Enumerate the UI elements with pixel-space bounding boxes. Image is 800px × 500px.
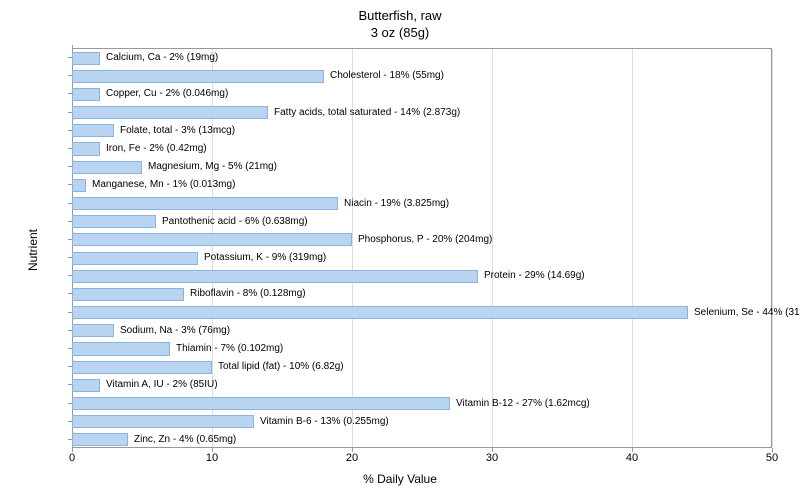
x-tick-label: 20 [346,452,358,464]
bar [72,288,184,301]
bar-label: Vitamin A, IU - 2% (85IU) [106,380,218,390]
nutrient-chart: Butterfish, raw 3 oz (85g) Nutrient Calc… [0,0,800,500]
bar-label: Iron, Fe - 2% (0.42mg) [106,144,207,154]
y-tick [68,439,72,440]
bar [72,52,100,65]
bar [72,70,324,83]
x-tick-label: 50 [766,452,778,464]
bar-label: Sodium, Na - 3% (76mg) [120,326,230,336]
title-line-1: Butterfish, raw [358,8,441,23]
chart-title: Butterfish, raw 3 oz (85g) [0,8,800,42]
bar [72,179,86,192]
x-tick-label: 10 [206,452,218,464]
bar-label: Selenium, Se - 44% (31.0mcg) [694,308,800,318]
bar-label: Potassium, K - 9% (319mg) [204,253,326,263]
grid-line [772,49,773,447]
bar-label: Vitamin B-12 - 27% (1.62mcg) [456,399,590,409]
bar [72,379,100,392]
y-tick [68,330,72,331]
y-tick [68,93,72,94]
y-tick [68,275,72,276]
bar-label: Calcium, Ca - 2% (19mg) [106,53,218,63]
y-tick [68,112,72,113]
bar-label: Cholesterol - 18% (55mg) [330,71,444,81]
y-tick [68,148,72,149]
bar-label: Protein - 29% (14.69g) [484,271,585,281]
y-tick [68,384,72,385]
bar [72,342,170,355]
bar-label: Riboflavin - 8% (0.128mg) [190,289,306,299]
title-line-2: 3 oz (85g) [371,25,430,40]
y-axis-title: Nutrient [26,229,40,271]
y-tick [68,312,72,313]
plot-area: Calcium, Ca - 2% (19mg) Cholesterol - 18%… [72,48,772,448]
bar-label: Phosphorus, P - 20% (204mg) [358,235,492,245]
y-tick [68,366,72,367]
x-tick-label: 0 [69,452,75,464]
y-tick [68,293,72,294]
x-tick-label: 30 [486,452,498,464]
bar-label: Thiamin - 7% (0.102mg) [176,344,283,354]
bar [72,106,268,119]
bar [72,124,114,137]
y-tick [68,166,72,167]
bar [72,233,352,246]
bar [72,161,142,174]
x-tick-label: 40 [626,452,638,464]
x-axis-title: % Daily Value [0,472,800,486]
bar [72,433,128,446]
bar-label: Manganese, Mn - 1% (0.013mg) [92,180,235,190]
y-tick [68,57,72,58]
y-tick [68,348,72,349]
y-tick [68,75,72,76]
y-tick [68,221,72,222]
bar-label: Zinc, Zn - 4% (0.65mg) [134,435,236,445]
bar-label: Total lipid (fat) - 10% (6.82g) [218,362,344,372]
bar [72,197,338,210]
grid-line [632,49,633,447]
y-tick [68,403,72,404]
bar [72,415,254,428]
grid-line [492,49,493,447]
bar [72,142,100,155]
bar [72,361,212,374]
bar [72,215,156,228]
y-tick [68,203,72,204]
bar [72,270,478,283]
bar-label: Folate, total - 3% (13mcg) [120,126,235,136]
bar [72,252,198,265]
bar-label: Pantothenic acid - 6% (0.638mg) [162,217,308,227]
y-tick [68,130,72,131]
y-tick [68,184,72,185]
y-tick [68,421,72,422]
bar [72,397,450,410]
y-tick [68,239,72,240]
bar-label: Vitamin B-6 - 13% (0.255mg) [260,417,389,427]
bar [72,88,100,101]
bar-label: Niacin - 19% (3.825mg) [344,199,449,209]
y-tick [68,257,72,258]
bar-label: Fatty acids, total saturated - 14% (2.87… [274,108,460,118]
bar [72,324,114,337]
bar-label: Copper, Cu - 2% (0.046mg) [106,89,228,99]
bar-label: Magnesium, Mg - 5% (21mg) [148,162,277,172]
bar [72,306,688,319]
